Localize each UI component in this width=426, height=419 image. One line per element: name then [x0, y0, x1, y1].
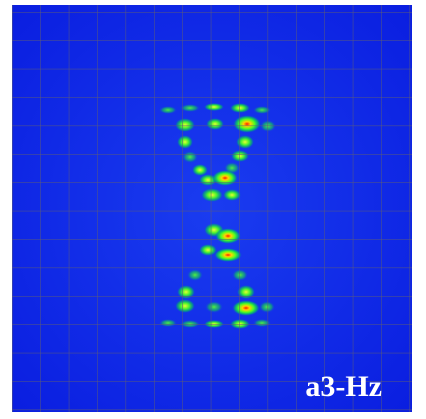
grid: [12, 5, 412, 412]
field-label: a3-Hz: [305, 370, 382, 403]
